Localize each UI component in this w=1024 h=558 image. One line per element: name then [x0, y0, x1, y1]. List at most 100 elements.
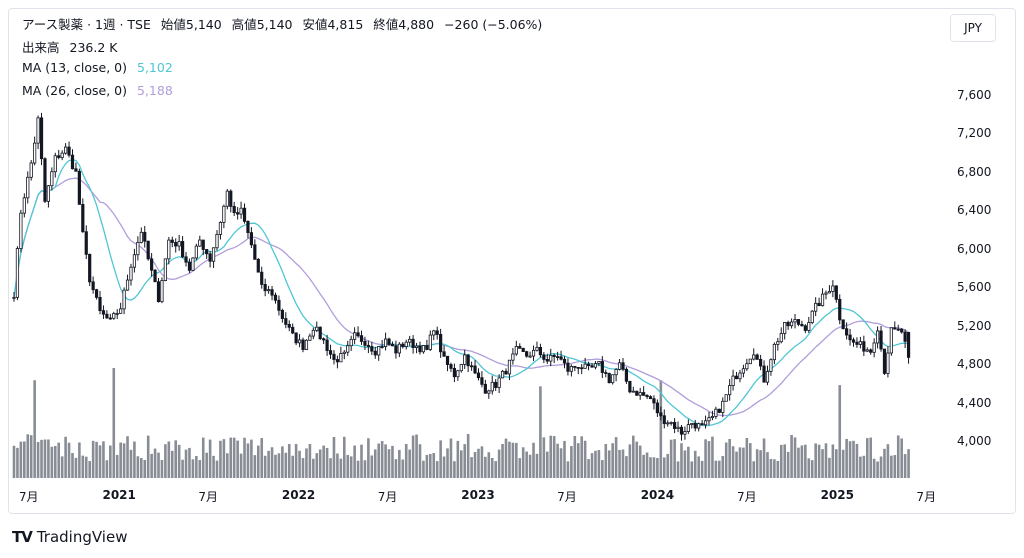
- candle-body: [301, 339, 305, 350]
- candle-body: [146, 240, 150, 260]
- candle-body: [483, 383, 487, 394]
- candle: [573, 365, 577, 372]
- candle: [136, 236, 140, 261]
- candle-body: [652, 398, 656, 404]
- candle: [308, 333, 312, 341]
- candle-body: [800, 323, 804, 327]
- candle-body: [88, 253, 92, 283]
- currency-button[interactable]: JPY: [950, 14, 996, 42]
- candle-body: [373, 350, 377, 356]
- volume-bar: [766, 452, 769, 478]
- candle-body: [459, 364, 463, 372]
- candle: [759, 354, 763, 371]
- ma13-legend[interactable]: MA (13, close, 0) 5,102: [22, 60, 179, 75]
- candle-body: [741, 368, 746, 374]
- candle-body: [125, 279, 130, 291]
- candle-body: [267, 289, 271, 292]
- volume-bar: [676, 461, 680, 478]
- volume-bar: [810, 460, 814, 478]
- candle: [26, 171, 30, 204]
- ma26-legend[interactable]: MA (26, close, 0) 5,188: [22, 83, 179, 98]
- volume-bar: [508, 441, 511, 478]
- close-value: 4,880: [398, 17, 435, 32]
- candle-body: [129, 266, 133, 281]
- candle-body: [43, 158, 47, 202]
- candle: [349, 335, 353, 351]
- volume-bar: [298, 450, 301, 478]
- candle-body: [473, 365, 477, 374]
- volume-bar: [704, 439, 707, 478]
- volume-bar: [384, 444, 387, 478]
- volume-bar: [477, 448, 480, 478]
- candle: [604, 369, 608, 378]
- candle-body: [752, 354, 756, 360]
- candle: [765, 365, 770, 386]
- volume-bar: [659, 380, 663, 478]
- candle: [769, 358, 773, 376]
- symbol-title[interactable]: アース製薬 · 1週 · TSE: [22, 17, 151, 32]
- candle: [442, 345, 446, 357]
- candle-body: [84, 231, 88, 255]
- candle-body: [57, 155, 61, 158]
- candle: [201, 239, 205, 256]
- candle: [421, 345, 426, 354]
- candle-body: [297, 339, 302, 344]
- candle: [77, 168, 81, 205]
- volume-bar: [153, 448, 157, 478]
- candle: [748, 358, 752, 365]
- candle: [483, 379, 487, 394]
- candle-body: [156, 281, 161, 303]
- close-label: 終値: [373, 17, 399, 32]
- volume-bar: [580, 436, 584, 478]
- candle-body: [497, 377, 501, 388]
- volume-bar: [532, 442, 535, 478]
- candle: [428, 330, 432, 351]
- candle-body: [838, 298, 842, 321]
- candle-body: [765, 371, 770, 383]
- volume-legend[interactable]: 出来高 236.2 K: [22, 37, 123, 56]
- candle-body: [115, 312, 119, 315]
- candle: [88, 253, 92, 287]
- volume-bar: [291, 455, 294, 478]
- candle-body: [211, 247, 216, 262]
- candle: [614, 368, 618, 382]
- volume-value: 236.2 K: [69, 40, 118, 55]
- candle-body: [648, 396, 653, 400]
- volume-bar: [570, 446, 573, 478]
- candle: [22, 193, 26, 218]
- volume-bar: [907, 449, 910, 478]
- volume-bar: [645, 452, 649, 478]
- volume-bar: [804, 444, 807, 478]
- candle: [662, 409, 666, 429]
- volume-bar: [879, 456, 883, 478]
- candle: [525, 350, 529, 358]
- candle-body: [346, 345, 350, 353]
- candle: [470, 361, 474, 371]
- candle: [277, 295, 281, 316]
- candle-body: [721, 400, 725, 413]
- volume-bar: [160, 459, 164, 478]
- volume-bar: [525, 451, 528, 478]
- tradingview-brand[interactable]: 𝗧𝗩 TradingView: [12, 528, 127, 546]
- candle-body: [875, 330, 880, 344]
- volume-bar: [332, 436, 336, 478]
- candle: [394, 340, 398, 359]
- candle: [67, 141, 71, 158]
- candle: [862, 335, 866, 357]
- volume-bar: [687, 446, 690, 478]
- volume-bar: [790, 435, 793, 478]
- volume-bar: [122, 443, 126, 478]
- candle-body: [755, 354, 759, 360]
- volume-bar: [439, 440, 442, 478]
- volume-bar: [71, 453, 74, 478]
- candle-body: [404, 341, 408, 347]
- volume-bar: [301, 458, 305, 478]
- volume-bar: [683, 450, 687, 478]
- candle-body: [242, 207, 247, 222]
- volume-bar: [900, 438, 903, 478]
- candle-body: [820, 293, 825, 307]
- volume-bar: [150, 453, 153, 478]
- candle: [198, 235, 202, 247]
- price-tick: 4,400: [957, 395, 992, 410]
